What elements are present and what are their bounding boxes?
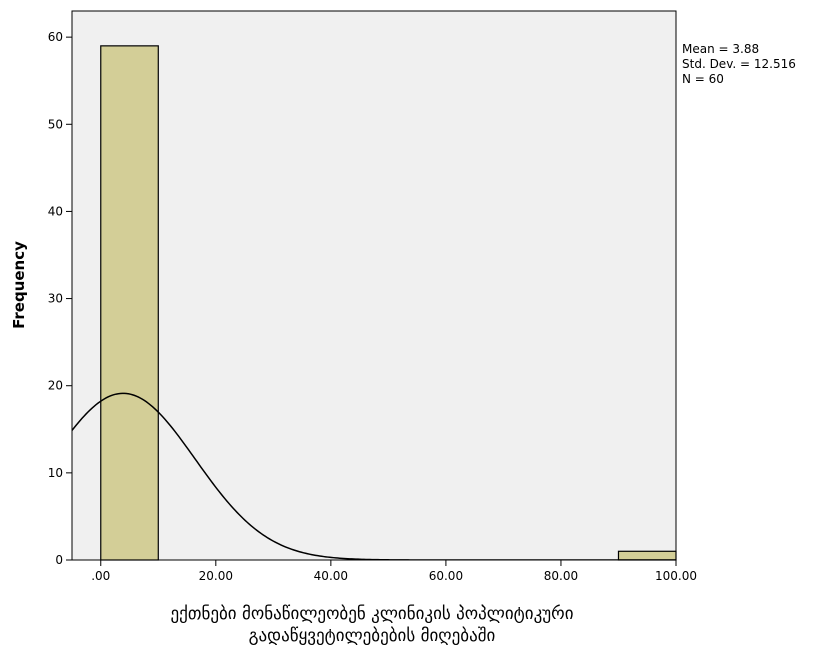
plot-frame [71, 10, 677, 561]
y-tick-label: 10 [48, 466, 63, 480]
x-tick-label: 80.00 [544, 569, 578, 583]
plot-background [72, 11, 676, 560]
x-tick-label: 60.00 [429, 569, 463, 583]
stat-mean-label: Mean = 3.88 [682, 42, 759, 56]
y-tick-label: 50 [48, 117, 63, 131]
x-tick-label: .00 [91, 569, 110, 583]
histogram-bar-1 [100, 45, 159, 561]
y-tick-label: 60 [48, 30, 63, 44]
x-tick-label: 20.00 [199, 569, 233, 583]
stat-std-dev-label: Std. Dev. = 12.516 [682, 57, 796, 71]
x-tick-label: 40.00 [314, 569, 348, 583]
histogram-bar-2 [617, 550, 677, 561]
x-tick-label: 100.00 [655, 569, 697, 583]
y-tick-label: 20 [48, 379, 63, 393]
stat-n-label: N = 60 [682, 72, 724, 86]
y-tick-label: 0 [55, 553, 63, 567]
x-axis-label-line-1: ექთნები მონაწილეობენ კლინიკის პოპლიტიკურ… [171, 604, 574, 624]
x-axis-label-line-2: გადაწყვეტილებების მიღებაში [249, 626, 496, 646]
y-tick-label: 30 [48, 292, 63, 306]
y-axis-label: Frequency [10, 241, 28, 329]
y-tick-label: 40 [48, 204, 63, 218]
